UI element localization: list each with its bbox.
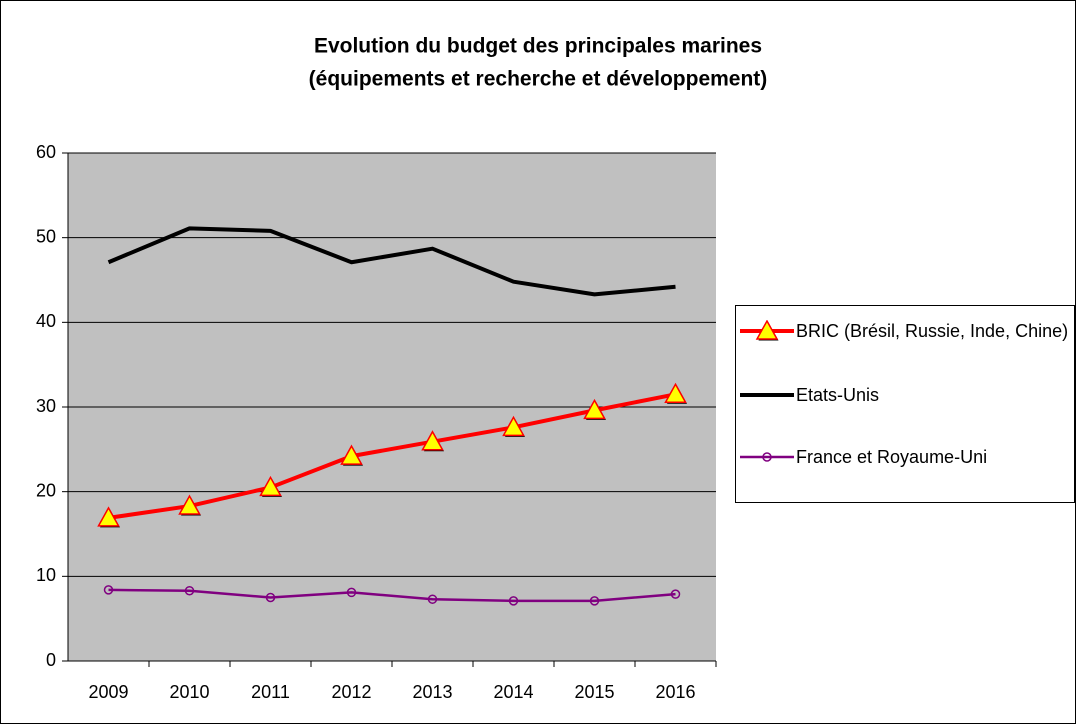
x-tick-label: 2015 bbox=[574, 682, 614, 702]
x-tick-label: 2009 bbox=[88, 682, 128, 702]
marker bbox=[502, 415, 525, 437]
legend-swatch bbox=[740, 320, 794, 341]
marker bbox=[664, 382, 687, 404]
y-tick-label: 20 bbox=[36, 480, 56, 500]
x-tick-label: 2013 bbox=[412, 682, 452, 702]
marker bbox=[340, 444, 363, 465]
x-tick-label: 2011 bbox=[251, 682, 290, 702]
marker bbox=[97, 506, 120, 527]
chart-title: (équipements et recherche et développeme… bbox=[309, 68, 768, 91]
marker bbox=[178, 494, 201, 515]
legend: BRIC (Brésil, Russie, Inde, Chine) Etats-… bbox=[735, 305, 1075, 503]
x-tick-label: 2016 bbox=[655, 682, 695, 702]
y-tick-label: 0 bbox=[46, 650, 56, 670]
y-tick-label: 40 bbox=[36, 311, 56, 331]
marker bbox=[762, 452, 772, 462]
series-line bbox=[108, 392, 676, 520]
series-line bbox=[107, 226, 676, 297]
legend-entry: Etats-Unis bbox=[736, 384, 1076, 406]
legend-label: France et Royaume-Uni bbox=[796, 447, 988, 467]
legend-entry: BRIC (Brésil, Russie, Inde, Chine) bbox=[736, 320, 1076, 342]
legend-label: BRIC (Brésil, Russie, Inde, Chine) bbox=[796, 321, 1069, 341]
x-tick-label: 2012 bbox=[331, 682, 371, 702]
marker bbox=[103, 585, 114, 595]
legend-swatch bbox=[740, 452, 794, 462]
marker bbox=[755, 320, 779, 340]
x-tick-label: 2010 bbox=[169, 682, 209, 702]
marker bbox=[265, 592, 276, 603]
marker bbox=[346, 587, 357, 598]
chart-title: Evolution du budget des principales mari… bbox=[314, 35, 762, 58]
marker bbox=[421, 430, 444, 451]
y-tick-label: 10 bbox=[36, 565, 56, 585]
marker bbox=[508, 596, 519, 606]
y-tick-label: 30 bbox=[36, 396, 56, 416]
x-tick-label: 2014 bbox=[493, 682, 533, 702]
legend-swatch bbox=[740, 393, 794, 397]
marker bbox=[184, 585, 195, 596]
legend-label: Etats-Unis bbox=[796, 385, 880, 405]
y-tick-label: 50 bbox=[36, 226, 56, 246]
series-line bbox=[108, 588, 676, 603]
marker bbox=[259, 475, 282, 497]
marker bbox=[589, 596, 600, 606]
marker bbox=[583, 398, 606, 420]
marker bbox=[670, 589, 681, 599]
legend-entry: France et Royaume-Uni bbox=[736, 446, 1076, 468]
marker bbox=[427, 594, 438, 604]
y-tick-label: 60 bbox=[36, 142, 56, 162]
